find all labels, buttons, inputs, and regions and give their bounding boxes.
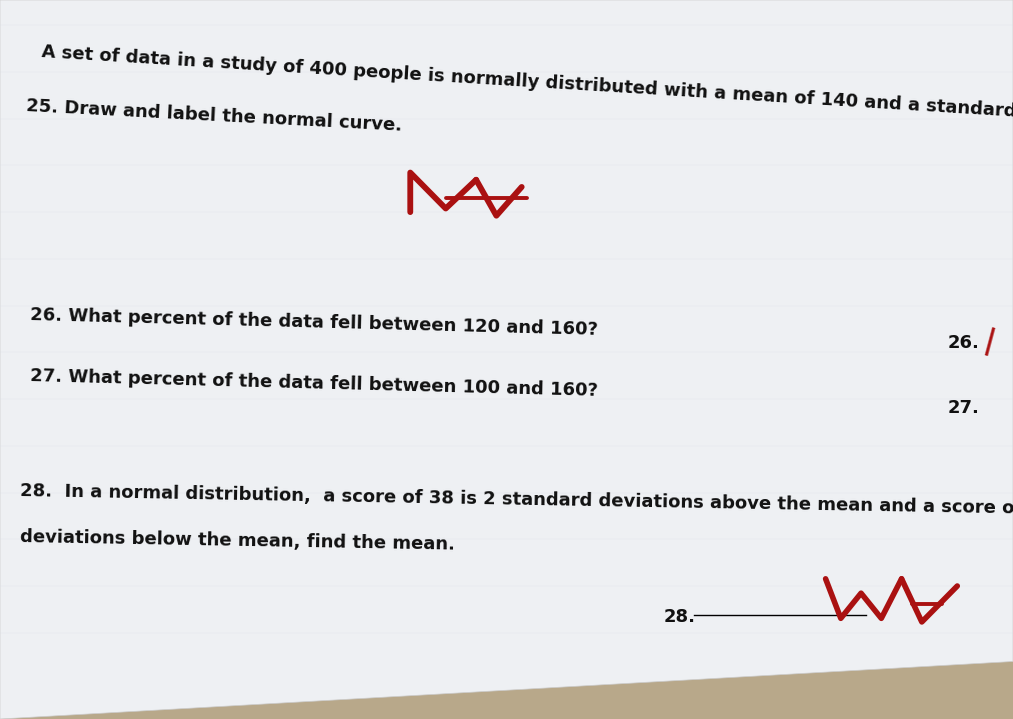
Text: A set of data in a study of 400 people is normally distributed with a mean of 14: A set of data in a study of 400 people i…: [41, 43, 1013, 129]
Text: 27. What percent of the data fell between 100 and 160?: 27. What percent of the data fell betwee…: [30, 367, 599, 400]
Text: |: |: [981, 327, 998, 358]
Text: 28.: 28.: [664, 608, 696, 626]
Text: deviations below the mean, find the mean.: deviations below the mean, find the mean…: [20, 528, 456, 554]
Text: 28.  In a normal distribution,  a score of 38 is 2 standard deviations above the: 28. In a normal distribution, a score of…: [20, 482, 1013, 519]
Text: 26. What percent of the data fell between 120 and 160?: 26. What percent of the data fell betwee…: [30, 306, 599, 339]
Text: 27.: 27.: [947, 399, 979, 417]
Text: 26.: 26.: [947, 334, 979, 352]
Text: 25. Draw and label the normal curve.: 25. Draw and label the normal curve.: [25, 97, 402, 134]
